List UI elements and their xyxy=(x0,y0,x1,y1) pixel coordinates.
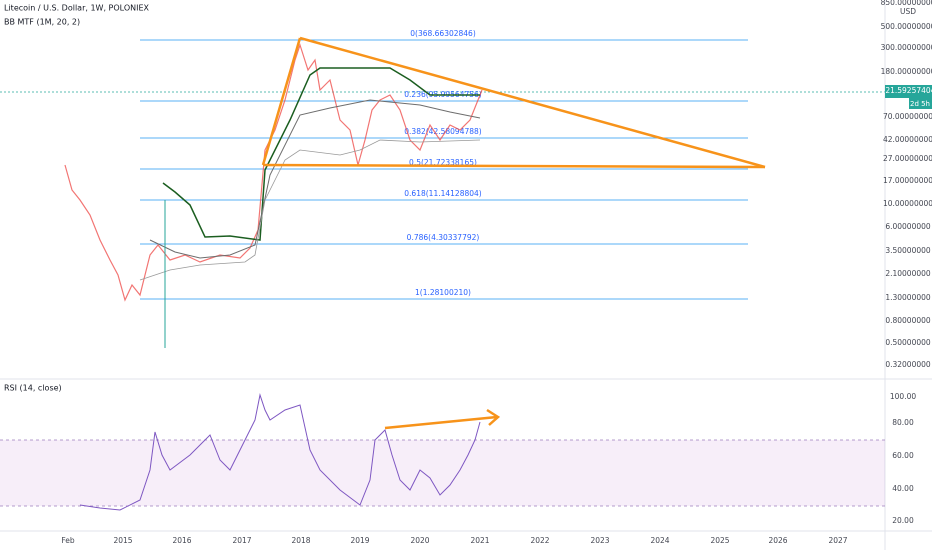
time-tick-label: 2016 xyxy=(172,536,191,545)
price-tick-label: 27.00000000 xyxy=(883,154,932,163)
price-tick-label: 2.10000000 xyxy=(885,269,931,278)
time-tick-label: 2020 xyxy=(410,536,429,545)
price-tick-label: 0.80000000 xyxy=(885,316,931,325)
time-tick-label: 2017 xyxy=(232,536,251,545)
time-tick-label: 2021 xyxy=(470,536,489,545)
countdown-badge xyxy=(909,98,932,109)
fib-label: 0.382(42.58094788) xyxy=(404,127,481,136)
price-tick-label: 42.00000000 xyxy=(883,135,932,144)
indicator-label: BB MTF (1M, 20, 2) xyxy=(4,18,80,27)
last-price: 121.59257404 xyxy=(881,86,932,95)
triangle-drawing xyxy=(261,36,766,169)
rsi-tick-label: 40.00 xyxy=(892,484,914,493)
fib-label: 1(1.28100210) xyxy=(415,288,471,297)
rsi-band xyxy=(0,440,885,506)
time-tick-label: 2024 xyxy=(650,536,669,545)
fib-label: 0.5(21.72338165) xyxy=(409,158,477,167)
price-tick-label: 10.00000000 xyxy=(883,199,932,208)
currency: USD xyxy=(900,7,916,16)
bb-basis xyxy=(149,99,481,259)
symbol-title: Litecoin / U.S. Dollar, 1W, POLONIEX xyxy=(4,4,150,13)
rsi-line xyxy=(79,393,481,511)
rsi-arrow xyxy=(384,408,501,430)
price-tick-label: 3.50000000 xyxy=(885,246,931,255)
rsi-label: RSI (14, close) xyxy=(4,384,62,393)
fib-label: 0(368.66302846) xyxy=(410,29,476,38)
bb-lower xyxy=(139,139,481,281)
price-badge xyxy=(885,85,932,98)
price-tick-label: 70.00000000 xyxy=(883,112,932,121)
rsi-tick-label: 60.00 xyxy=(892,451,914,460)
price-tick-label: 0.50000000 xyxy=(885,338,931,347)
time-tick-label: 2022 xyxy=(530,536,549,545)
fib-label: 0.786(4.30337792) xyxy=(407,233,480,242)
price-tick-label: 0.32000000 xyxy=(885,360,931,369)
rsi-tick-label: 80.00 xyxy=(892,418,914,427)
price-tick-label: 300.00000000 xyxy=(881,43,932,52)
countdown: 2d 5h xyxy=(910,100,930,108)
bb-upper xyxy=(162,67,480,241)
time-tick-label: 2019 xyxy=(350,536,369,545)
fib-label: 0.618(11.14128804) xyxy=(404,189,481,198)
price-candles xyxy=(64,43,483,302)
price-tick-label: 850.00000000 xyxy=(881,0,932,7)
time-tick-label: 2026 xyxy=(768,536,787,545)
time-tick-label: 2015 xyxy=(113,536,132,545)
time-tick-label: Feb xyxy=(61,536,75,545)
price-tick-label: 17.00000000 xyxy=(883,176,932,185)
rsi-tick-label: 100.00 xyxy=(890,392,916,401)
time-tick-label: 2025 xyxy=(710,536,729,545)
price-tick-label: 500.00000000 xyxy=(881,22,932,31)
price-tick-label: 6.00000000 xyxy=(885,222,931,231)
rsi-tick-label: 20.00 xyxy=(892,516,914,525)
time-tick-label: 2027 xyxy=(828,536,847,545)
price-tick-label: 180.00000000 xyxy=(881,67,932,76)
price-tick-label: 1.30000000 xyxy=(885,293,931,302)
time-tick-label: 2023 xyxy=(590,536,609,545)
time-tick-label: 2018 xyxy=(291,536,310,545)
